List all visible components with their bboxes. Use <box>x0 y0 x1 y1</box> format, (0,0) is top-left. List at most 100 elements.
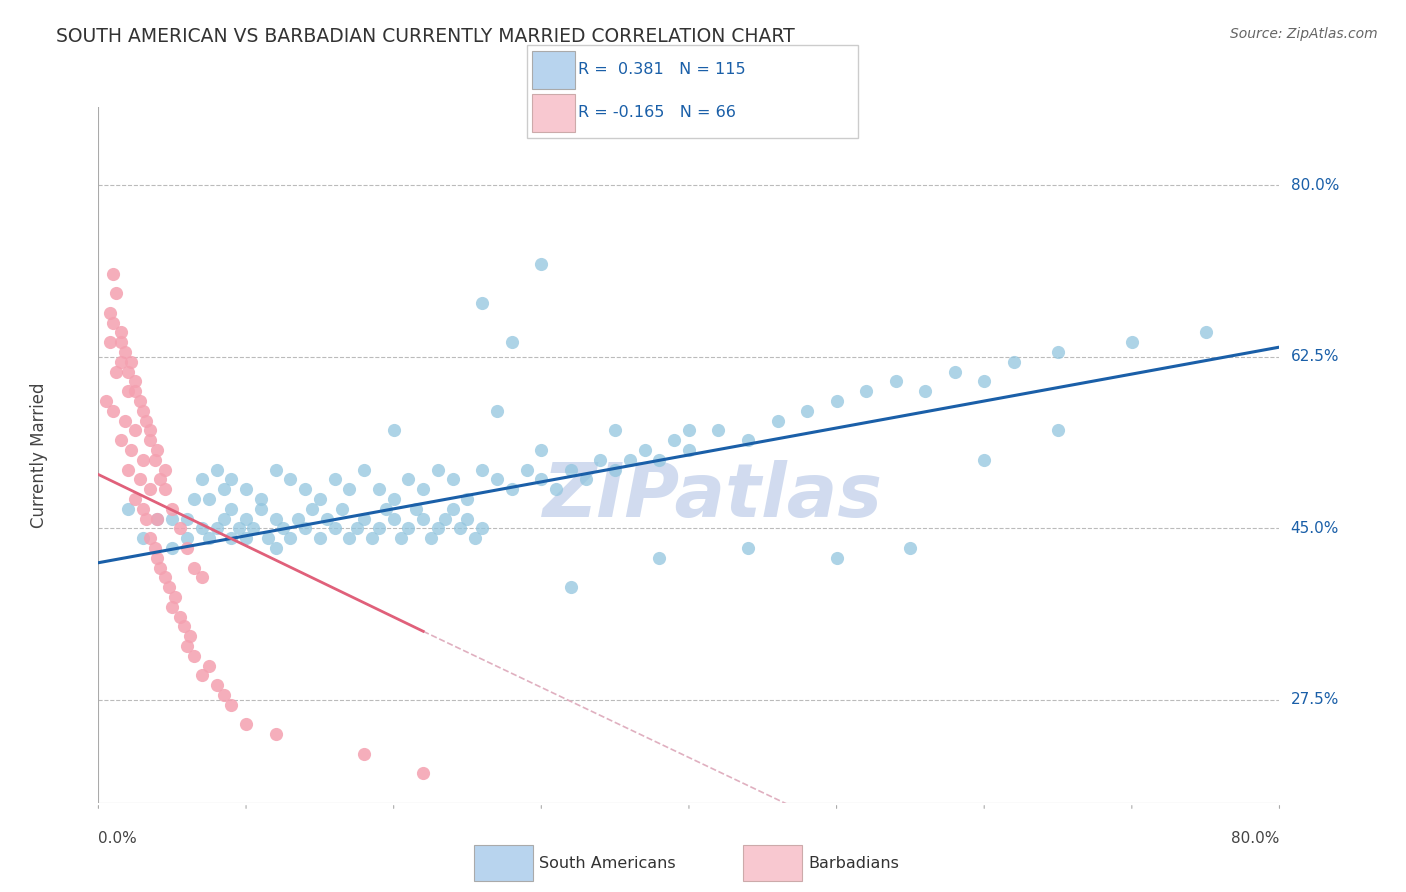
Point <box>191 521 214 535</box>
Point <box>132 452 155 467</box>
Point <box>219 501 242 516</box>
FancyBboxPatch shape <box>533 95 575 132</box>
Point <box>165 590 187 604</box>
Point <box>471 521 494 535</box>
Point <box>128 394 150 409</box>
Point <box>169 521 191 535</box>
Point <box>219 698 242 712</box>
Point <box>103 404 125 418</box>
Point <box>560 580 582 594</box>
Point <box>530 443 553 458</box>
Point <box>146 511 169 525</box>
Point <box>103 267 125 281</box>
Point <box>264 727 287 741</box>
Point <box>124 384 146 399</box>
Point <box>1002 355 1025 369</box>
Point <box>1121 335 1143 350</box>
Point <box>124 424 146 438</box>
Point <box>441 472 464 486</box>
Text: R =  0.381   N = 115: R = 0.381 N = 115 <box>578 62 747 78</box>
Point <box>103 316 125 330</box>
Point <box>264 541 287 555</box>
Point <box>179 629 201 643</box>
Point <box>250 491 273 506</box>
Point <box>323 521 346 535</box>
Text: Source: ZipAtlas.com: Source: ZipAtlas.com <box>1230 27 1378 41</box>
Text: 62.5%: 62.5% <box>1291 350 1339 365</box>
Point <box>264 462 287 476</box>
Point <box>605 462 627 476</box>
Point <box>323 472 346 486</box>
Point <box>368 482 391 496</box>
Point <box>135 414 157 428</box>
Point <box>162 541 183 555</box>
Point <box>114 414 136 428</box>
Point <box>264 511 287 525</box>
Point <box>205 521 228 535</box>
Point <box>419 531 441 545</box>
Point <box>337 482 360 496</box>
Text: 0.0%: 0.0% <box>98 830 138 846</box>
Point <box>135 511 157 525</box>
Point <box>143 452 166 467</box>
Text: ZIPatlas: ZIPatlas <box>543 460 883 533</box>
Point <box>198 658 221 673</box>
Text: 80.0%: 80.0% <box>1232 830 1279 846</box>
FancyBboxPatch shape <box>533 51 575 88</box>
FancyBboxPatch shape <box>527 45 858 138</box>
Text: Currently Married: Currently Married <box>31 382 48 528</box>
Point <box>212 511 235 525</box>
Point <box>153 462 176 476</box>
Point <box>191 472 214 486</box>
Point <box>110 355 132 369</box>
Point <box>1195 326 1218 340</box>
Point <box>309 531 332 545</box>
Point <box>589 452 612 467</box>
Point <box>139 434 162 448</box>
Point <box>132 501 155 516</box>
Point <box>456 511 478 525</box>
Point <box>183 648 205 663</box>
Point <box>117 384 139 399</box>
Point <box>120 355 142 369</box>
Point <box>375 501 398 516</box>
Point <box>124 491 146 506</box>
Point <box>766 414 789 428</box>
Point <box>664 434 686 448</box>
Point <box>278 531 302 545</box>
Point <box>353 462 375 476</box>
Point <box>149 472 172 486</box>
Point <box>449 521 471 535</box>
Point <box>124 375 146 389</box>
Point <box>117 365 139 379</box>
Point <box>98 306 121 320</box>
Point <box>176 541 198 555</box>
Point <box>471 296 494 310</box>
Point <box>678 443 700 458</box>
Point <box>98 335 121 350</box>
Text: South Americans: South Americans <box>538 855 676 871</box>
Point <box>1046 424 1069 438</box>
Point <box>235 717 257 731</box>
Point <box>94 394 117 409</box>
Point <box>456 491 478 506</box>
Point <box>486 472 509 486</box>
Point <box>105 365 128 379</box>
Point <box>501 482 523 496</box>
Point <box>605 424 627 438</box>
Point <box>737 541 759 555</box>
Point <box>796 404 818 418</box>
Point <box>574 472 596 486</box>
Point <box>973 375 995 389</box>
Point <box>212 482 235 496</box>
Point <box>530 257 553 271</box>
Point <box>162 599 183 614</box>
Point <box>250 501 273 516</box>
Text: 45.0%: 45.0% <box>1291 521 1339 536</box>
Point <box>396 472 419 486</box>
Point <box>471 462 494 476</box>
Point <box>633 443 655 458</box>
Point <box>464 531 486 545</box>
Point <box>427 462 450 476</box>
Point <box>434 511 457 525</box>
